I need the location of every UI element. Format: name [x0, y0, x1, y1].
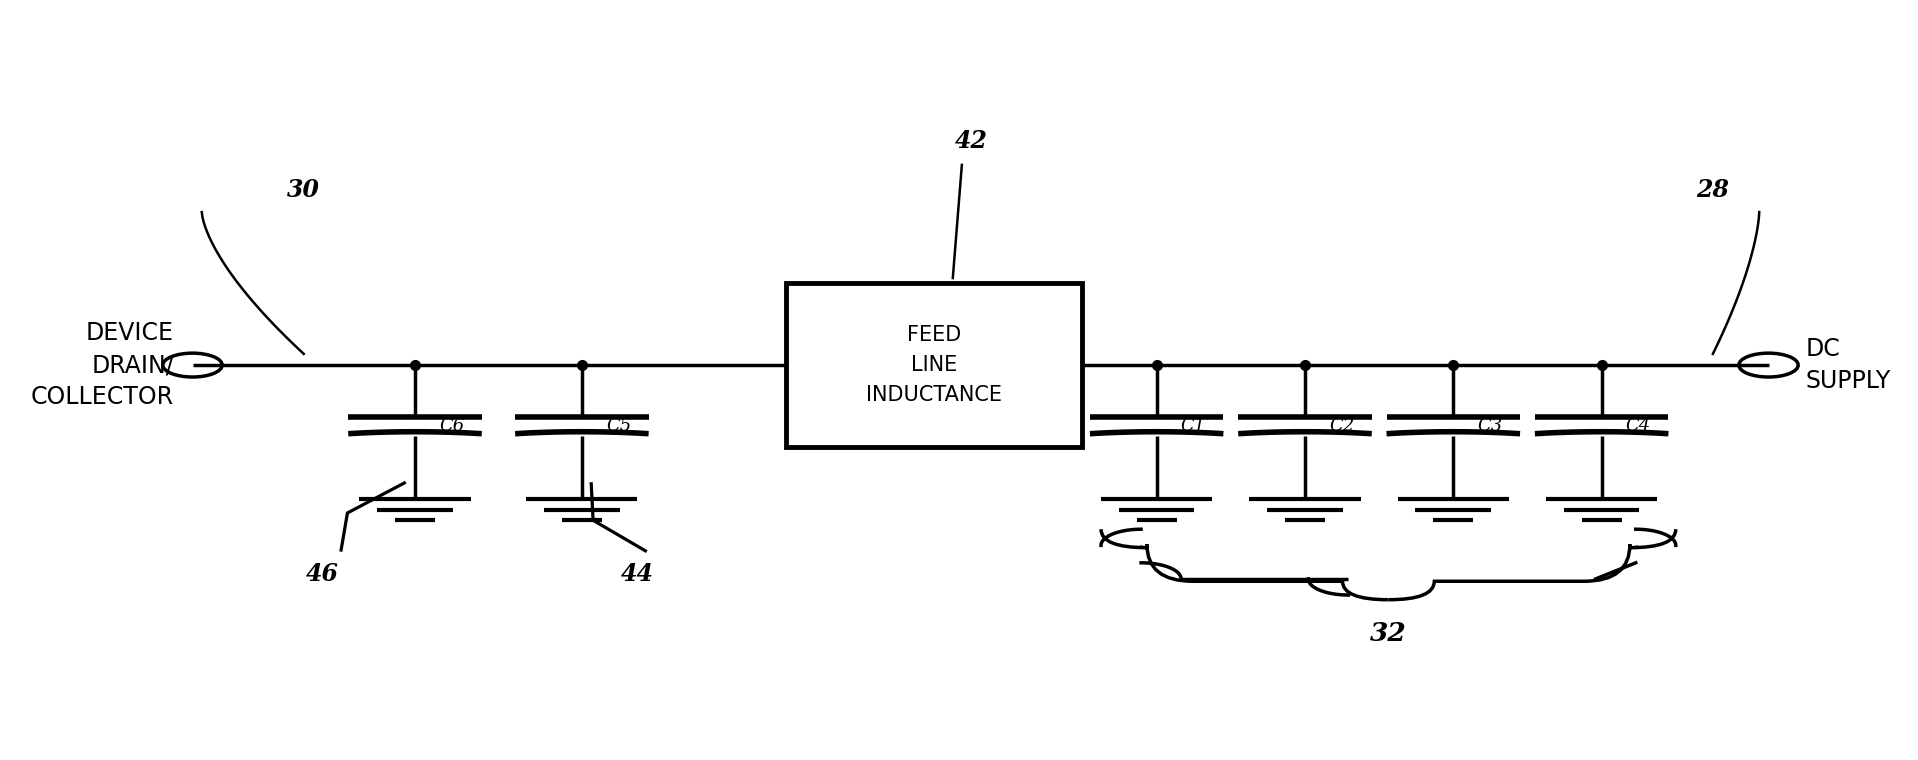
Text: C5: C5: [606, 416, 631, 435]
Text: 42: 42: [955, 129, 988, 154]
Text: 30: 30: [288, 178, 320, 201]
Text: 44: 44: [621, 562, 654, 586]
Text: C3: C3: [1477, 416, 1502, 435]
Text: C1: C1: [1181, 416, 1206, 435]
Text: C6: C6: [439, 416, 464, 435]
Text: 28: 28: [1696, 178, 1730, 201]
Bar: [786, 283, 1082, 447]
Text: 46: 46: [305, 562, 339, 586]
Text: DEVICE
DRAIN/
COLLECTOR: DEVICE DRAIN/ COLLECTOR: [31, 321, 175, 409]
Text: FEED
LINE
INDUCTANCE: FEED LINE INDUCTANCE: [867, 325, 1001, 404]
Text: 32: 32: [1369, 621, 1406, 646]
Text: C2: C2: [1329, 416, 1354, 435]
Text: C4: C4: [1626, 416, 1651, 435]
Text: DC
SUPPLY: DC SUPPLY: [1805, 337, 1891, 393]
